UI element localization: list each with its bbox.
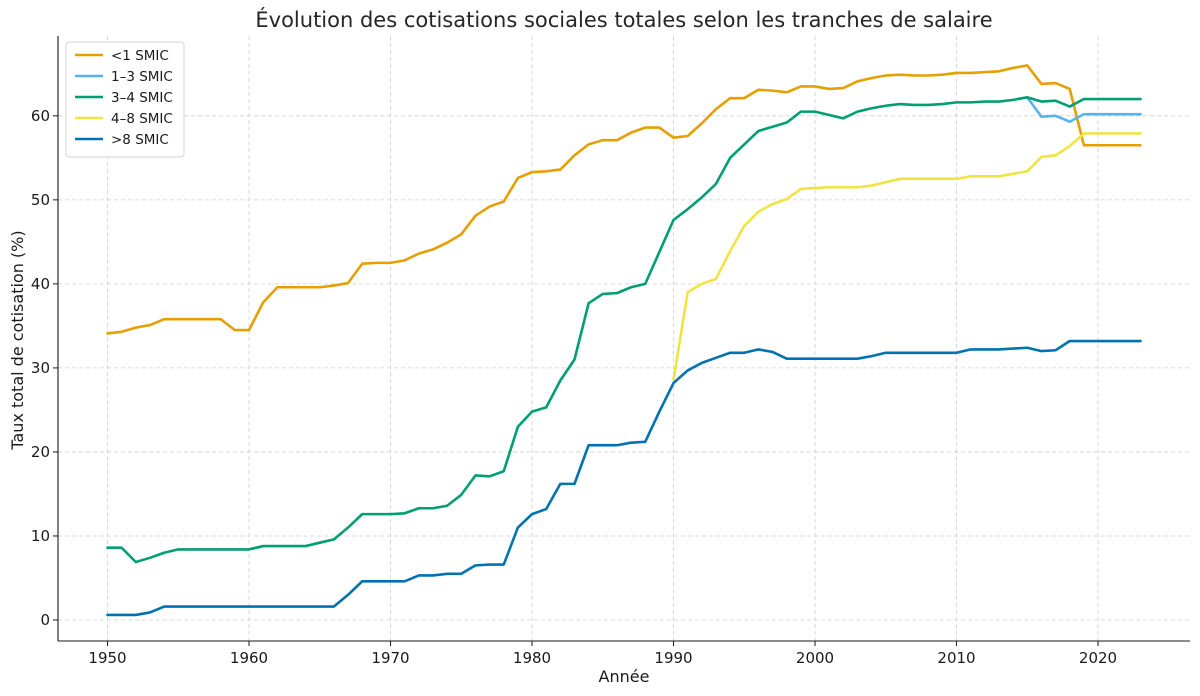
y-tick-label: 40	[31, 275, 50, 293]
x-tick-label: 1970	[371, 649, 409, 667]
legend-label: >8 SMIC	[111, 132, 169, 148]
series-line	[106, 64, 1142, 335]
y-tick-label: 20	[31, 443, 50, 461]
x-tick-label: 1980	[513, 649, 551, 667]
x-tick-label: 2000	[796, 649, 834, 667]
series-line	[106, 339, 1142, 617]
y-tick-label: 30	[31, 359, 50, 377]
legend-box	[65, 41, 185, 158]
legend-label: 4–8 SMIC	[111, 111, 173, 127]
series-line	[1025, 96, 1142, 124]
x-tick-label: 1950	[88, 649, 126, 667]
axes: 1950 1960 1970 1980 1990 2000 2010 2020 0 10 20 30 4…	[31, 36, 1190, 667]
y-tick-label: 60	[31, 107, 50, 125]
series-lines	[106, 64, 1142, 617]
x-tick-label: 2020	[1079, 649, 1117, 667]
y-axis-title: Taux total de cotisation (%)	[8, 230, 27, 450]
x-tick-label: 2010	[937, 649, 975, 667]
series-line	[672, 132, 1142, 381]
y-tick-label: 10	[31, 527, 50, 545]
series-line	[106, 96, 1142, 564]
y-tick-label: 0	[40, 611, 50, 629]
x-tick-label: 1960	[230, 649, 268, 667]
x-tick-label: 1990	[654, 649, 692, 667]
x-axis-title: Année	[599, 667, 650, 686]
legend-label: <1 SMIC	[111, 48, 169, 64]
y-tick-label: 50	[31, 191, 50, 209]
legend: <1 SMIC 1–3 SMIC 3–4 SMIC 4–8 SMIC >8 SMIC	[65, 41, 185, 158]
chart-title: Évolution des cotisations sociales total…	[255, 7, 992, 32]
legend-label: 1–3 SMIC	[111, 69, 173, 85]
legend-label: 3–4 SMIC	[111, 90, 173, 106]
